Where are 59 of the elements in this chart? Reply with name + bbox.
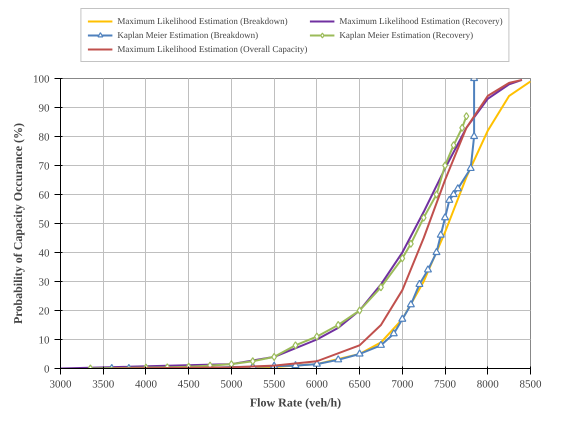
x-tick-label: 6500 [348,378,372,390]
y-tick-label: 60 [38,190,50,202]
point [466,164,475,172]
legend-label: Kaplan Meier Estimation (Breakdown) [117,29,258,41]
y-tick-label: 100 [33,74,50,86]
y-axis-title: Probability of Capacity Occurance (%) [11,122,25,324]
point [376,340,386,348]
point [440,213,450,220]
y-tick-label: 30 [38,276,50,288]
point [408,240,414,248]
y-tick-label: 10 [38,334,50,346]
point [436,230,445,238]
point [415,280,424,288]
x-tick-label: 5000 [220,378,243,390]
x-tick-label: 7000 [391,378,414,390]
x-tick-label: 3000 [50,378,72,390]
point [454,184,462,192]
point [424,265,432,273]
y-tick-label: 80 [38,132,50,144]
point [445,196,454,203]
legend-label: Kaplan Meier Estimation (Recovery) [339,29,474,41]
y-tick-label: 20 [38,306,50,318]
point [271,352,278,361]
point [356,306,363,315]
y-tick-label: 50 [38,218,50,230]
y-tick-label: 70 [38,160,50,172]
y-tick-label: 40 [38,248,50,260]
point [292,341,298,350]
legend-label: Maximum Likelihood Estimation (Overall Capacity) [117,43,308,55]
y-tick-label: 90 [38,102,50,114]
point [432,248,441,256]
point [250,357,256,366]
point [406,300,415,308]
point [355,349,364,357]
legend-label: Maximum Likelihood Estimation (Breakdown) [117,15,288,27]
point [378,283,384,292]
point [335,320,342,330]
point [463,112,470,120]
x-tick-label: 8500 [520,378,542,390]
point [390,329,398,336]
x-tick-label: 7500 [434,378,457,390]
point [470,132,478,140]
point [399,254,406,262]
point [314,332,320,341]
x-tick-label: 8000 [476,378,500,390]
legend-label: Maximum Likelihood Estimation (Recovery) [339,15,503,27]
point [398,314,406,322]
point [420,214,427,222]
point [450,141,457,150]
point [334,355,342,362]
x-tick-label: 4000 [134,378,158,390]
x-tick-label: 5500 [263,378,286,390]
point [459,124,466,132]
x-tick-label: 4500 [178,378,200,390]
point [449,190,458,198]
x-tick-label: 3500 [92,378,115,390]
x-axis-title: Flow Rate (veh/h) [250,396,342,410]
y-tick-label: 0 [44,364,50,376]
x-tick-label: 6000 [306,378,328,390]
